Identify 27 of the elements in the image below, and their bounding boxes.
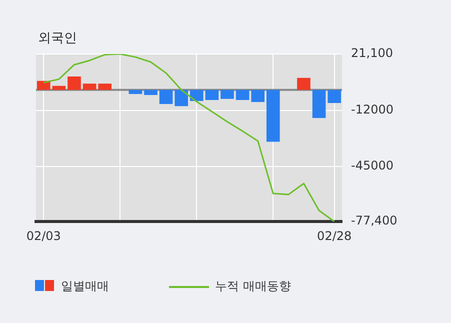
chart-title: 외국인 [38,30,77,47]
y-tick-label: -45000 [351,158,394,173]
bar [159,90,173,104]
bar [251,90,265,102]
y-tick-label: -77,400 [351,214,398,228]
bar [266,90,280,142]
bar [220,90,234,99]
bar [128,90,142,94]
x-tick-label: 02/28 [317,228,352,243]
y-tick-label: -12000 [351,102,394,116]
bar [82,84,96,90]
bar [236,90,250,100]
bar [174,90,188,106]
bar [36,80,50,90]
legend-label: 누적 매매동향 [215,278,291,295]
bar [328,90,342,104]
bar [68,76,81,90]
y-tick-label: 21,100 [351,46,393,60]
bar [297,78,310,90]
bar [190,90,204,101]
bar [144,90,158,96]
bar [312,90,326,118]
x-tick-label: 02/03 [26,228,61,243]
bar [205,90,219,100]
bar [52,86,66,90]
legend-label: 일별매매 [61,278,109,295]
bar [98,84,112,90]
